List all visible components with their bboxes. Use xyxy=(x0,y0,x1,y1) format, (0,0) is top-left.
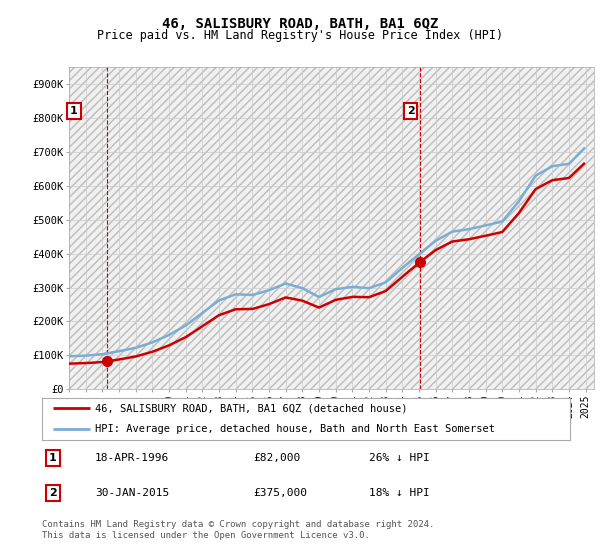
Text: 2: 2 xyxy=(49,488,56,498)
Text: 26% ↓ HPI: 26% ↓ HPI xyxy=(370,453,430,463)
Text: 1: 1 xyxy=(70,106,78,116)
Text: £375,000: £375,000 xyxy=(253,488,307,498)
Text: 46, SALISBURY ROAD, BATH, BA1 6QZ: 46, SALISBURY ROAD, BATH, BA1 6QZ xyxy=(162,16,438,30)
Text: 18-APR-1996: 18-APR-1996 xyxy=(95,453,169,463)
Text: HPI: Average price, detached house, Bath and North East Somerset: HPI: Average price, detached house, Bath… xyxy=(95,424,495,434)
Text: Price paid vs. HM Land Registry's House Price Index (HPI): Price paid vs. HM Land Registry's House … xyxy=(97,29,503,43)
Text: This data is licensed under the Open Government Licence v3.0.: This data is licensed under the Open Gov… xyxy=(42,531,370,540)
Text: 18% ↓ HPI: 18% ↓ HPI xyxy=(370,488,430,498)
Text: 1: 1 xyxy=(49,453,56,463)
Text: 2: 2 xyxy=(407,106,415,116)
Text: Contains HM Land Registry data © Crown copyright and database right 2024.: Contains HM Land Registry data © Crown c… xyxy=(42,520,434,529)
Text: 46, SALISBURY ROAD, BATH, BA1 6QZ (detached house): 46, SALISBURY ROAD, BATH, BA1 6QZ (detac… xyxy=(95,403,407,413)
Text: 30-JAN-2015: 30-JAN-2015 xyxy=(95,488,169,498)
Text: £82,000: £82,000 xyxy=(253,453,301,463)
